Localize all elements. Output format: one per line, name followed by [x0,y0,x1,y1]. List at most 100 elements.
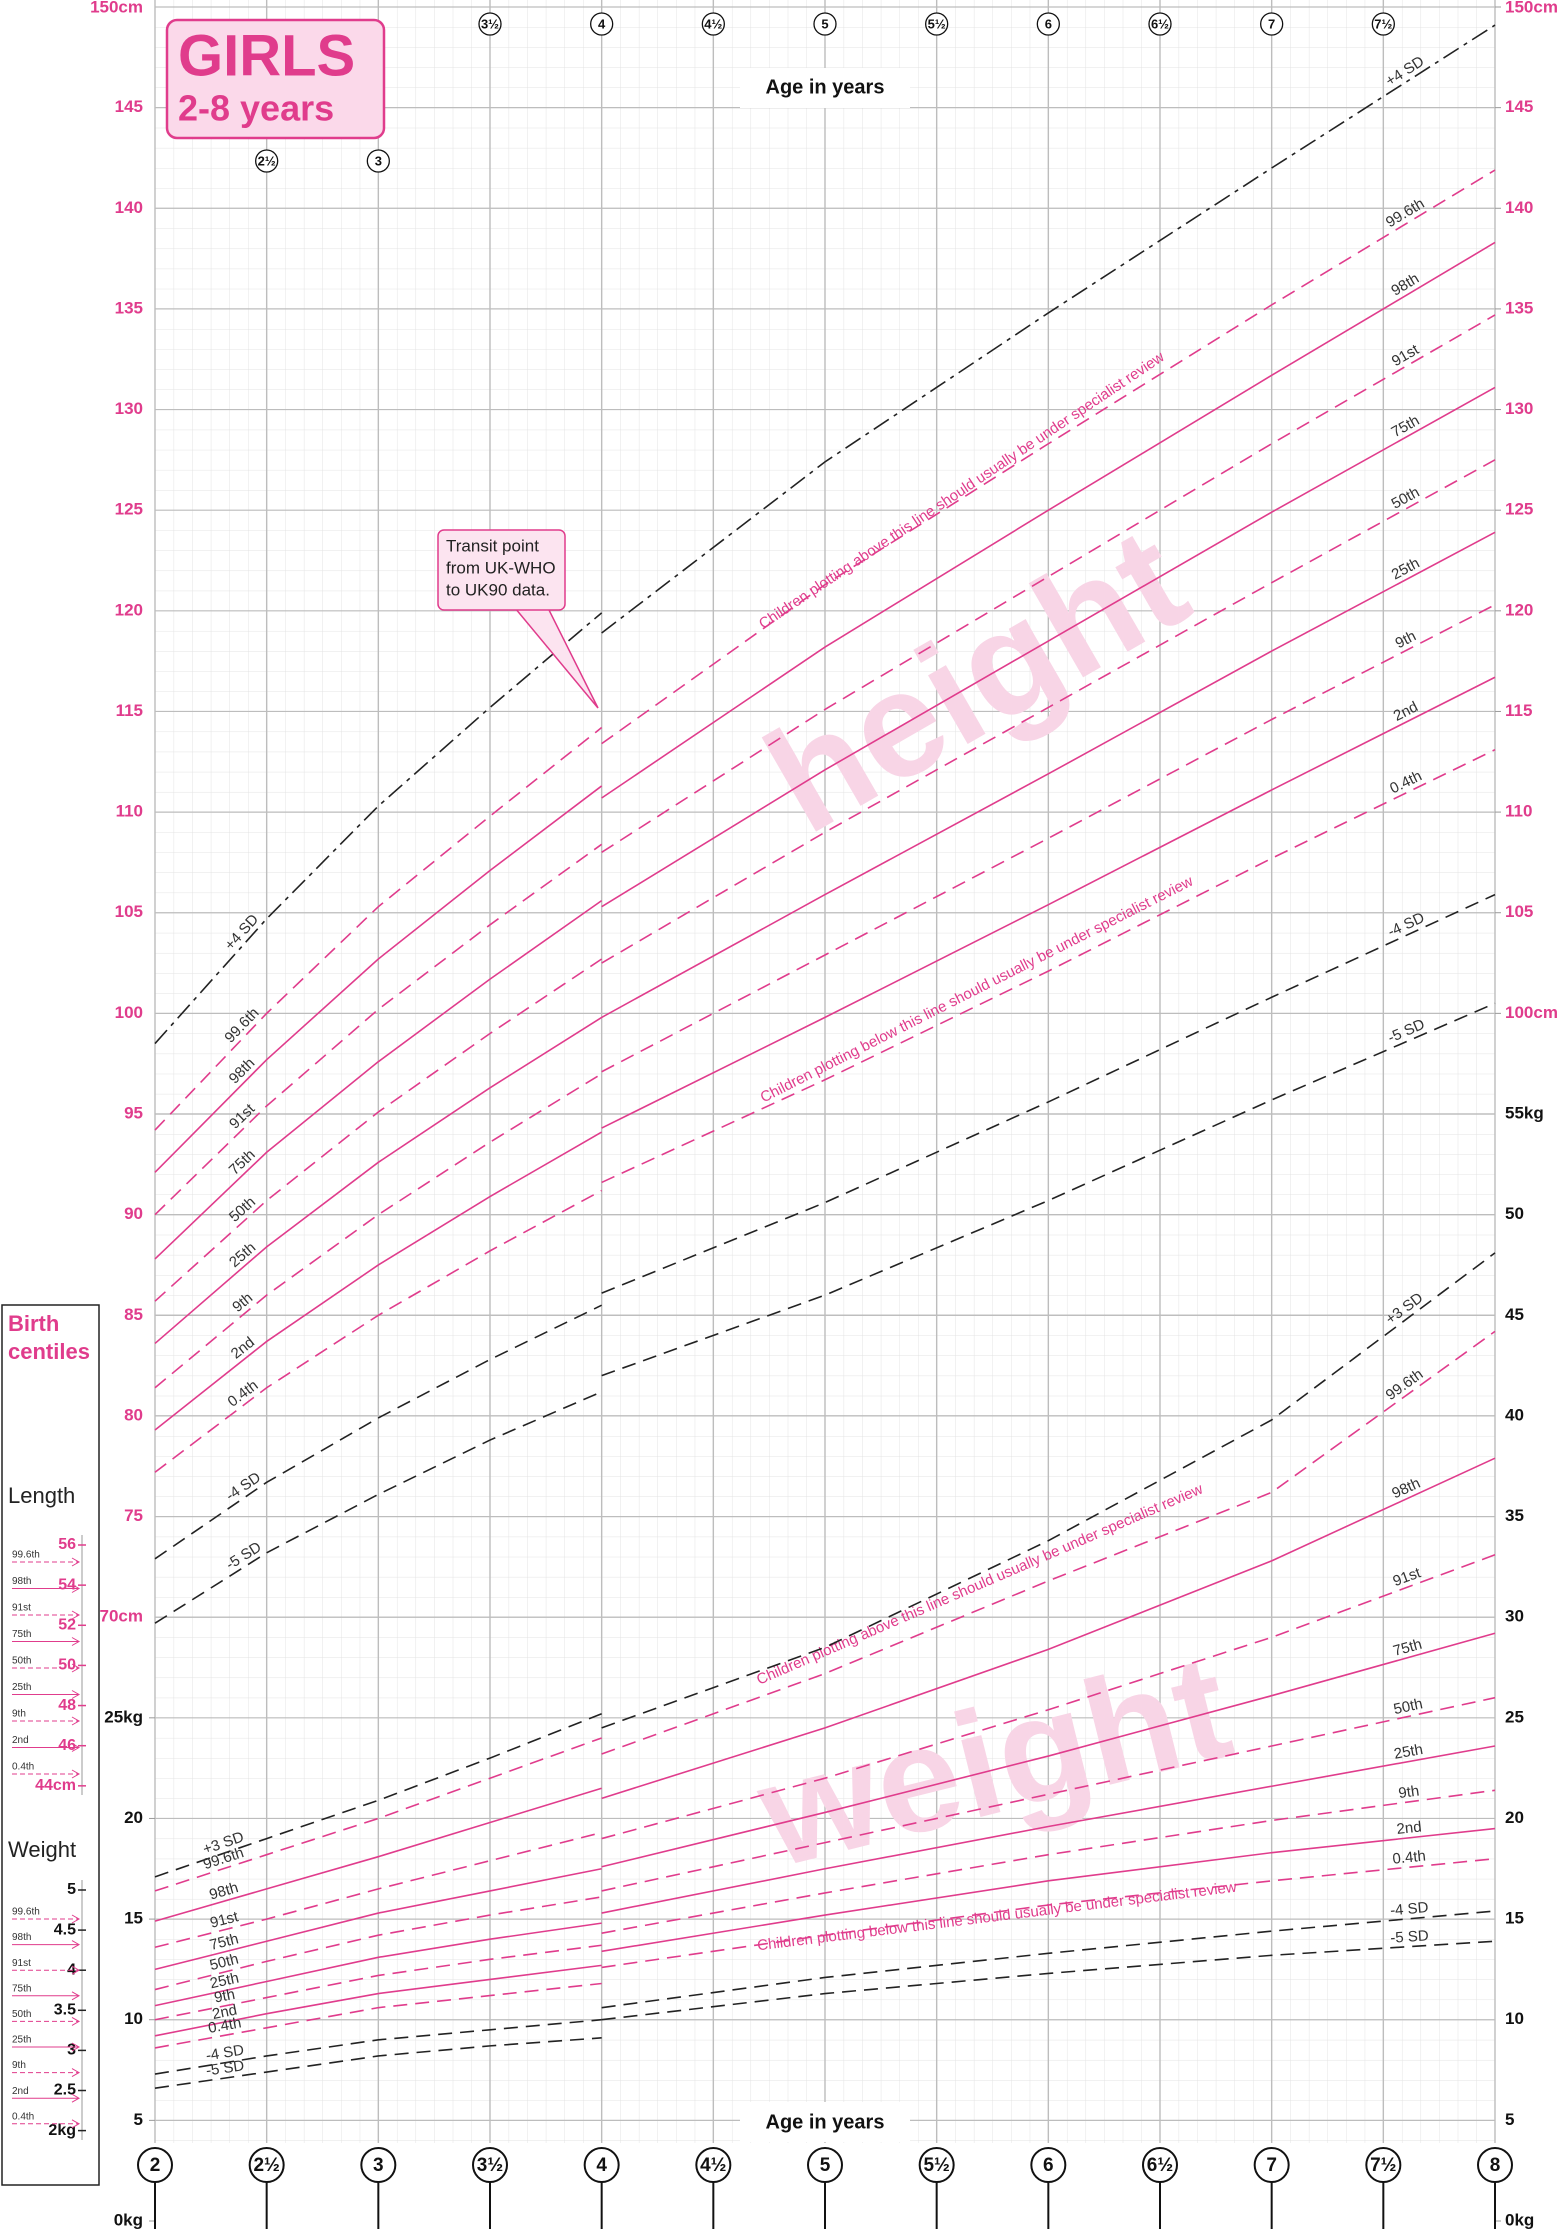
title-box [165,18,386,140]
birth-centile-label: 75th [12,1629,31,1640]
series-line [154,241,1496,1173]
y-tick-label: 95 [124,1103,143,1122]
birth-centile-label: 75th [12,1983,31,1994]
x-tick-circle [360,2147,397,2183]
birth-arrow-head [71,1584,81,1593]
birth-centile-label: 98th [12,1576,31,1587]
birth-arrow-head [71,1914,81,1924]
birth-centile-label: 9th [12,2060,26,2071]
series-label-left: 50th [208,1950,240,1974]
series-line [154,604,1496,1389]
callout-text: to UK90 data. [446,580,550,599]
birth-centile-label: 91st [12,1603,31,1614]
birth-arrow-head [71,1965,81,1975]
birth-centile-label: 2nd [12,2086,29,2097]
birth-weight-label: Weight [8,1837,76,1862]
series-label: 2nd [1396,1818,1423,1838]
birth-length-tick-label: 50 [58,1657,76,1674]
x-tick-circle [137,2147,173,2183]
birth-arrow-head [71,1690,81,1699]
y-tick-label: 145 [115,97,143,116]
birth-arrow-head [71,1637,81,1646]
series-label-left: 9th [213,1986,237,2007]
series-label: -4 SD [1389,1899,1429,1919]
series-line [154,1554,1496,1949]
birth-length-tick-label: 56 [58,1536,76,1553]
series-label-left: 91st [208,1908,240,1932]
birth-centile-label: 25th [12,1682,31,1693]
x-tick-label: 7½ [1370,2155,1396,2176]
birth-weight-tick-label: 3 [67,2042,76,2059]
callout-box [437,529,566,611]
birth-arrow-head [71,1557,81,1567]
x-tick-circle-top [590,12,614,36]
y-tick-label-right: 25 [1505,1707,1524,1726]
series-line [154,24,1496,1045]
callout-text: Transit point [446,536,539,555]
birth-arrow-head [71,1940,81,1950]
y-tick-label-right: 115 [1505,701,1532,720]
y-tick-label-right: 120 [1505,600,1533,619]
birth-arrow-head [71,2119,81,2129]
y-tick-label-right: 40 [1505,1405,1524,1424]
x-tick-circle-top [925,12,949,36]
x-tick-label: 7 [1266,2155,1277,2176]
birth-length-tick-label: 48 [58,1697,76,1714]
series-line [154,169,1496,1131]
birth-length-tick-label: 54 [58,1576,76,1593]
birth-centile-label: 2nd [12,1735,29,1746]
birth-arrow-head [71,1610,81,1620]
x-tick-label: 2½ [253,2155,279,2176]
y-tick-label-right: 140 [1505,198,1533,217]
birth-arrow-head [71,2042,81,2052]
birth-arrow-head [71,1769,81,1779]
x-tick-circle [472,2147,508,2183]
x-tick-label-top: 3 [375,153,382,168]
birth-centile-label: 0.4th [12,2111,34,2122]
series-line [154,1632,1496,1971]
birth-layer: 44cm4648505254562kg2.533.544.5599.6th99.… [12,1535,86,2140]
series-line [154,748,1496,1473]
birth-weight-tick-label: 2.5 [54,2082,76,2099]
series-line [154,1910,1496,2075]
x-tick-label: 5 [820,2155,831,2176]
x-tick-circle [1477,2147,1513,2183]
y-tick-label: 130 [115,399,143,418]
y-tick-label: 125 [115,500,143,519]
y-tick-label-right: 20 [1505,1808,1524,1827]
birth-weight-tick-label: 2kg [48,2122,76,2139]
series-label-left: 2nd [211,2002,239,2024]
birth-length-tick-label: 46 [58,1737,76,1754]
x-tick-label-top: 2½ [258,153,276,168]
y-tick-label: 90 [124,1204,143,1223]
series-line [154,676,1496,1431]
series-label: 0.4th [1392,1848,1427,1868]
y-tick-label-right: 50 [1505,1204,1524,1223]
y-tick-label: 120 [115,600,143,619]
x-tick-label: 6½ [1147,2155,1173,2176]
x-tick-label-top: 7½ [1374,16,1392,31]
birth-weight-tick-label: 3.5 [54,2002,76,2019]
x-tick-label-top: 5½ [928,16,946,31]
x-tick-circle-top [1036,12,1060,36]
x-tick-circle [1365,2147,1402,2183]
birth-arrow-head [71,1743,81,1752]
x-tick-circle-top [1148,12,1172,36]
x-tick-circle-top [478,12,502,36]
y-tick-label: 85 [124,1305,143,1324]
x-tick-circle-top [366,149,390,173]
birth-arrow-head [71,2016,81,2026]
x-tick-circle [695,2147,732,2183]
x-tick-circle [807,2147,843,2183]
y-tick-label: 100 [115,1003,143,1022]
x-tick-circle-top [701,12,725,36]
series-line [154,386,1496,1260]
birth-arrow-head [71,2093,81,2103]
x-tick-circle-top [813,12,837,36]
birth-length-tick-label: 52 [58,1616,76,1633]
series-line [154,1789,1496,2021]
birth-length-tick-label: 44cm [35,1777,76,1794]
x-tick-label-top: 4 [598,16,606,31]
